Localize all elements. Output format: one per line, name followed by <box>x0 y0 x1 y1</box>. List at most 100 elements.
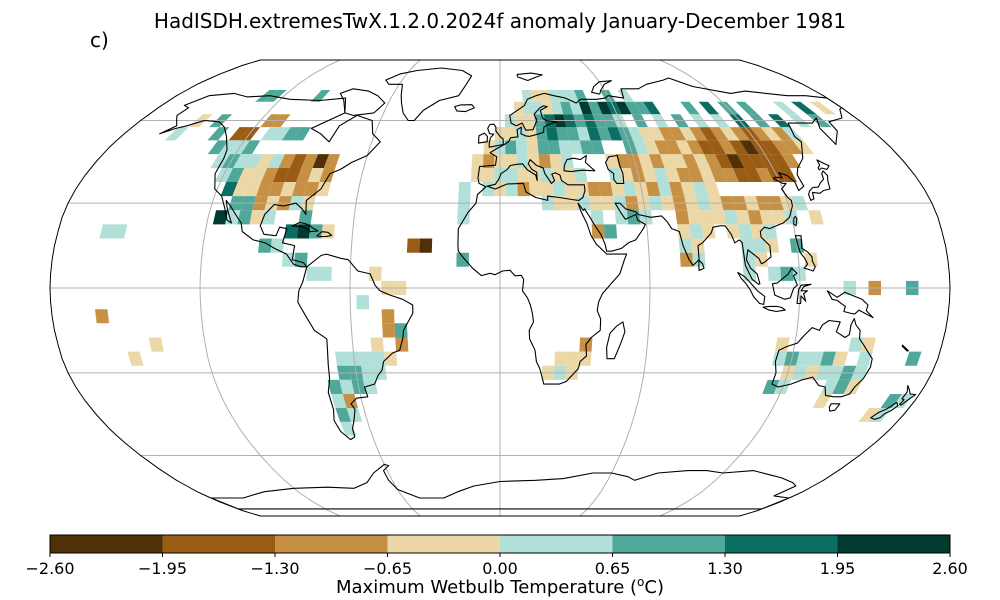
grid-cell <box>164 127 189 141</box>
colorbar-tick-label: 1.30 <box>707 559 743 578</box>
grid-cell <box>848 337 864 352</box>
grid-cell <box>212 210 229 225</box>
grid-cell <box>148 337 164 352</box>
grid-cell <box>289 154 308 168</box>
grid-cell <box>271 127 291 141</box>
grid-cell <box>808 210 824 225</box>
grid-cell <box>319 168 336 182</box>
grid-cell <box>696 140 715 155</box>
grid-cell <box>699 127 719 141</box>
grid-cell <box>220 182 238 197</box>
grid-cell <box>281 127 301 141</box>
grid-cell <box>560 154 574 168</box>
grid-cell <box>505 182 518 197</box>
colorbar-tick-label: 1.95 <box>819 559 856 578</box>
grid-cell <box>315 182 331 197</box>
grid-cell <box>808 351 824 366</box>
grid-cell <box>739 140 760 155</box>
grid-cell <box>268 182 285 197</box>
coast-japan <box>808 170 831 201</box>
grid-cell <box>765 238 780 253</box>
grid-cell <box>207 127 230 141</box>
grid-cell <box>796 351 812 366</box>
grid-cell <box>832 379 851 394</box>
coast-mediterranean-sea <box>486 159 586 201</box>
grid-cell <box>750 127 772 141</box>
grid-cell <box>719 127 740 141</box>
grid-cell <box>718 140 738 155</box>
grid-cell <box>419 238 433 253</box>
grid-cell <box>633 140 649 155</box>
grid-cell <box>327 379 343 394</box>
grid-cell <box>597 127 612 141</box>
colorbar-tick-label: −0.65 <box>362 559 413 578</box>
grid-cell <box>505 168 518 182</box>
grid-cell <box>363 379 378 394</box>
globe-outline <box>49 59 951 517</box>
grid-cell <box>669 182 685 197</box>
grid-cell <box>556 127 570 141</box>
grid-cell <box>732 168 751 182</box>
grid-cell <box>680 182 697 197</box>
grid-cell <box>270 238 285 253</box>
grid-cell <box>627 127 644 141</box>
grid-cell <box>637 127 655 141</box>
colorbar-swatch <box>387 535 501 553</box>
grid-cell <box>760 127 782 141</box>
colorbar-tick-label: 0.00 <box>482 559 518 578</box>
grid-cell <box>541 101 554 115</box>
grid-cell <box>470 168 483 182</box>
grid-cell <box>342 394 358 408</box>
grid-cell <box>782 140 804 155</box>
grid-cell <box>579 140 594 155</box>
grid-cell <box>298 210 313 225</box>
coast-sri-lanka <box>698 259 705 272</box>
meridian-line <box>579 60 651 516</box>
grid-cell <box>778 168 798 182</box>
grid-cell <box>738 224 753 239</box>
grid-cell <box>244 182 262 197</box>
coast-baffin <box>339 88 386 116</box>
grid-cell <box>359 351 374 366</box>
grid-cell <box>812 394 833 408</box>
coast-new-zealand-south <box>870 401 899 420</box>
grid-cell <box>267 154 285 168</box>
grid-cell <box>792 140 815 155</box>
grid-cell <box>665 140 682 155</box>
grid-cell <box>586 127 602 141</box>
colorbar-tick-label: 0.65 <box>594 559 631 578</box>
grid-cell <box>688 127 708 141</box>
coast-tasmania <box>828 403 841 412</box>
grid-cell <box>456 252 469 267</box>
grid-cell <box>668 127 687 141</box>
colorbar-swatch <box>612 535 726 553</box>
grid-cell <box>237 168 256 182</box>
grid-cell <box>699 210 714 225</box>
grid-cell <box>759 210 775 225</box>
coast-new-caledonia <box>901 344 909 352</box>
grid-cell <box>648 127 665 141</box>
grid-cell <box>689 224 704 239</box>
grid-cell <box>218 140 240 155</box>
coast-novaya-zemlya <box>591 80 612 95</box>
grid-cell <box>566 351 580 366</box>
grid-cell <box>657 182 673 197</box>
grid-cell <box>703 182 720 197</box>
grid-cell <box>747 210 763 225</box>
grid-cell <box>755 168 774 182</box>
coast-taiwan <box>793 215 798 227</box>
grid-cell <box>654 140 671 155</box>
coast-sulawesi <box>796 283 812 305</box>
grid-cell <box>370 337 384 352</box>
grid-cell <box>735 210 751 225</box>
grid-cell <box>233 154 252 168</box>
grid-cell <box>643 140 660 155</box>
grid-cell <box>721 168 739 182</box>
grid-cell <box>587 101 603 115</box>
grid-cell <box>687 210 702 225</box>
grid-cell <box>560 101 573 115</box>
grid-cell <box>237 210 253 225</box>
grid-cell <box>545 127 559 141</box>
grid-cell <box>244 154 263 168</box>
grid-cell <box>565 90 579 102</box>
